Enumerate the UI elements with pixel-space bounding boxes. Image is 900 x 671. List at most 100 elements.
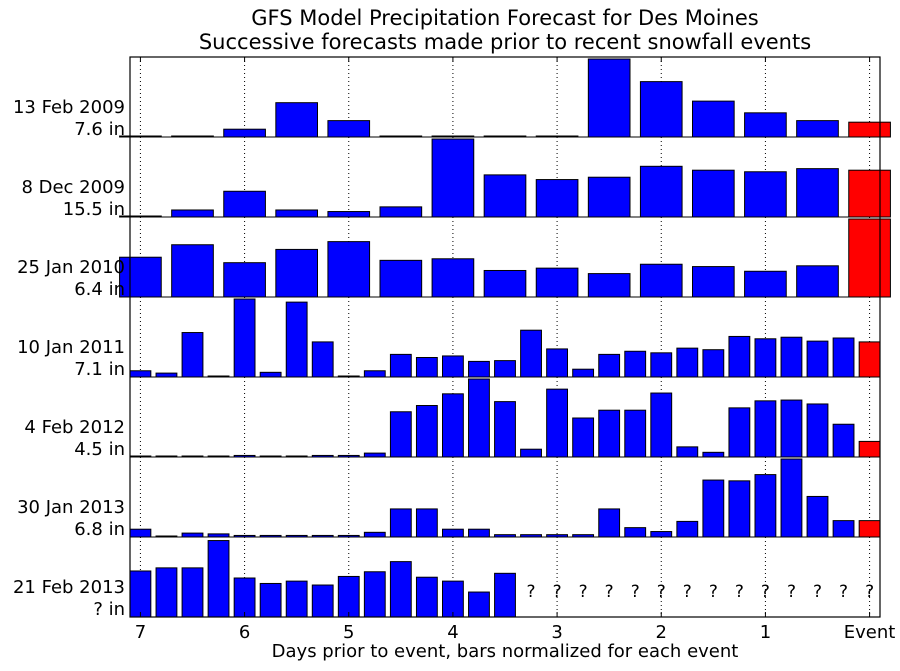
forecast-bar xyxy=(415,357,438,378)
event-date-label: 8 Dec 2009 xyxy=(21,177,125,198)
forecast-bar xyxy=(494,401,516,458)
forecast-bar xyxy=(744,270,787,298)
forecast-bar xyxy=(468,591,490,618)
forecast-bar xyxy=(728,335,751,378)
forecast-bar xyxy=(379,206,423,218)
forecast-bar xyxy=(275,209,319,218)
x-tick-label: 5 xyxy=(343,622,354,643)
forecast-bar xyxy=(363,452,386,458)
forecast-bar xyxy=(494,360,516,378)
forecast-bar xyxy=(259,371,282,378)
forecast-bar xyxy=(337,575,360,618)
forecast-bar xyxy=(442,355,464,378)
forecast-bar xyxy=(363,531,386,538)
forecast-bar xyxy=(546,388,569,458)
forecast-bar xyxy=(285,301,308,378)
x-tick-label: Event xyxy=(844,622,896,643)
plot-frame xyxy=(129,56,881,618)
event-amount-label: 6.8 in xyxy=(74,519,125,540)
forecast-bar xyxy=(181,567,204,618)
forecast-bar xyxy=(181,332,204,378)
forecast-bar xyxy=(587,176,631,218)
missing-marker: ? xyxy=(605,582,614,602)
forecast-bar xyxy=(535,179,579,218)
forecast-bar xyxy=(796,265,839,298)
forecast-bar xyxy=(676,347,699,378)
forecast-bar xyxy=(728,480,751,538)
forecast-bar xyxy=(129,370,152,378)
x-tick-label: 6 xyxy=(239,622,250,643)
forecast-bar xyxy=(285,580,308,618)
forecast-bar xyxy=(692,100,735,138)
forecast-bar xyxy=(806,340,829,378)
forecast-bar xyxy=(389,561,412,618)
forecast-bar xyxy=(223,190,266,218)
forecast-bar xyxy=(650,392,673,458)
forecast-bar xyxy=(442,393,464,458)
x-tick-label: 7 xyxy=(135,622,146,643)
forecast-bar xyxy=(233,298,256,378)
forecast-bar xyxy=(572,417,595,458)
forecast-bar xyxy=(483,269,527,298)
forecast-bar xyxy=(275,248,319,298)
forecast-bar xyxy=(483,174,527,218)
missing-marker: ? xyxy=(553,582,562,602)
forecast-bar xyxy=(155,372,178,378)
forecast-bar xyxy=(598,409,621,458)
x-tick-label: 4 xyxy=(447,622,458,643)
forecast-bar xyxy=(744,112,787,138)
forecast-bar xyxy=(311,341,334,378)
forecast-bar xyxy=(327,120,371,138)
forecast-bar xyxy=(639,165,683,218)
forecast-bar xyxy=(442,580,464,618)
forecast-bar xyxy=(546,348,569,378)
forecast-bar xyxy=(520,329,542,378)
forecast-bar xyxy=(275,102,319,138)
missing-marker: ? xyxy=(709,582,718,602)
forecast-bar xyxy=(624,409,647,458)
forecast-bar xyxy=(650,352,673,378)
forecast-bar xyxy=(702,349,725,378)
event-amount-label: 4.5 in xyxy=(74,439,125,460)
missing-marker: ? xyxy=(761,582,770,602)
forecast-bar xyxy=(327,241,371,298)
event-amount-label: ? in xyxy=(93,599,125,620)
event-date-label: 10 Jan 2011 xyxy=(17,337,125,358)
forecast-bar xyxy=(389,508,412,538)
forecast-bar xyxy=(780,458,803,538)
forecast-bar xyxy=(431,258,475,298)
missing-marker: ? xyxy=(683,582,692,602)
missing-marker: ? xyxy=(631,582,640,602)
forecast-bar xyxy=(171,209,214,218)
forecast-bar xyxy=(806,495,829,538)
forecast-bar xyxy=(702,479,725,538)
forecast-bar xyxy=(363,571,386,618)
forecast-bar xyxy=(796,168,839,218)
forecast-bar xyxy=(587,58,631,138)
forecast-bar xyxy=(832,520,855,538)
forecast-bar xyxy=(327,211,371,218)
forecast-bar xyxy=(780,336,803,378)
forecast-bar xyxy=(389,353,412,378)
event-amount-label: 7.6 in xyxy=(74,119,125,140)
forecast-bar xyxy=(796,120,839,138)
forecast-bar xyxy=(223,128,266,138)
event-date-label: 25 Jan 2010 xyxy=(17,257,125,278)
forecast-bar xyxy=(494,572,516,618)
forecast-bar xyxy=(233,577,256,618)
forecast-bar xyxy=(598,353,621,378)
event-bar xyxy=(858,520,881,538)
forecast-bar xyxy=(639,81,683,138)
missing-marker: ? xyxy=(839,582,848,602)
forecast-bar xyxy=(624,527,647,538)
forecast-bar xyxy=(415,576,438,618)
forecast-bar xyxy=(259,582,282,618)
forecast-bar xyxy=(650,531,673,538)
forecast-bar xyxy=(587,273,631,298)
event-amount-label: 15.5 in xyxy=(63,199,125,220)
forecast-bar xyxy=(744,171,787,218)
